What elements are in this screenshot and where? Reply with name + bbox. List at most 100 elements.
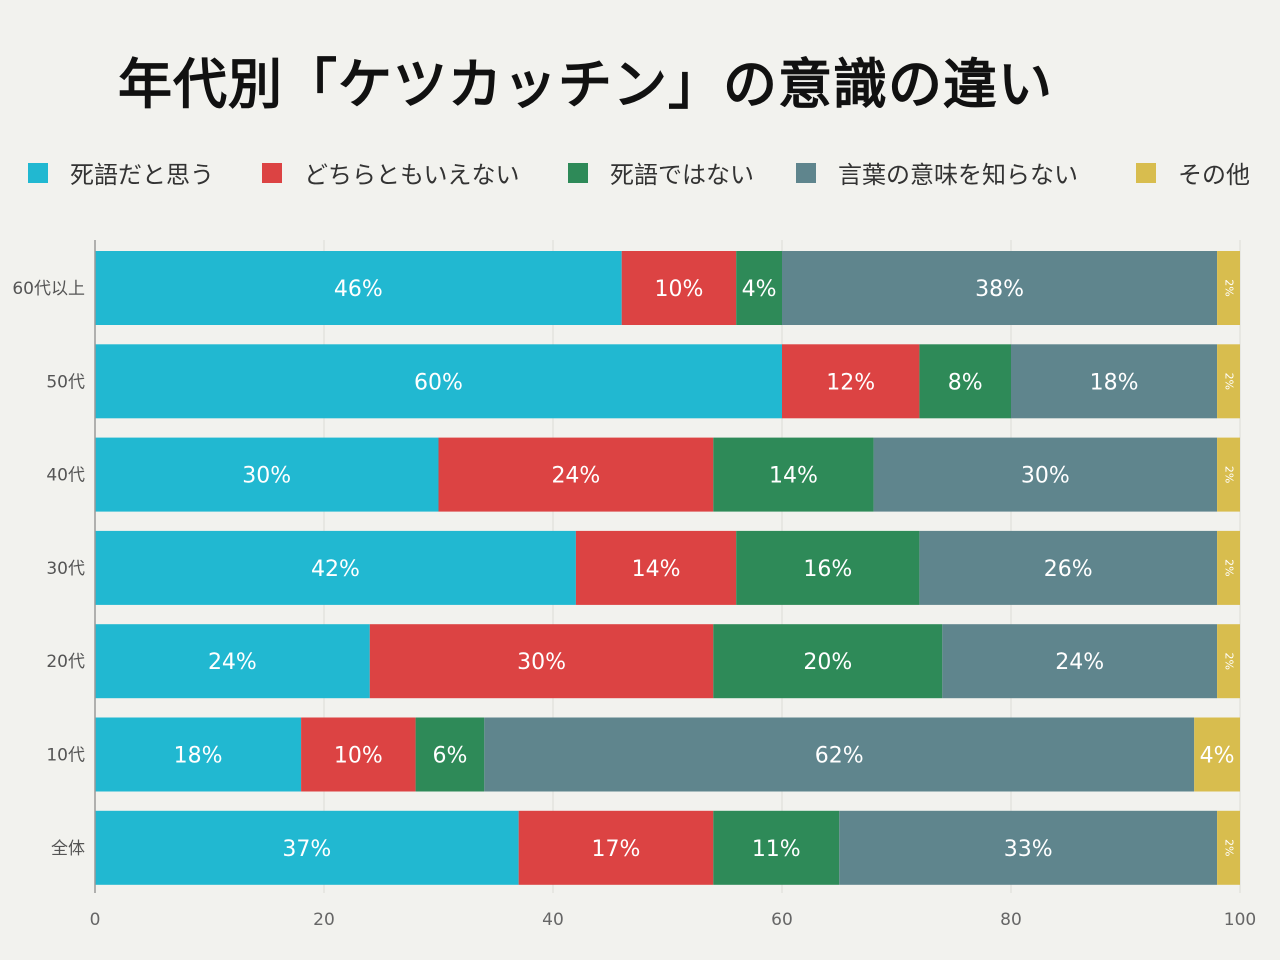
legend: 死語だと思う どちらともいえない 死語ではない 言葉の意味を知らない その他: [0, 155, 1280, 195]
data-label: 2%: [1223, 652, 1236, 669]
bar-segment: [942, 624, 1218, 699]
data-label: 2%: [1223, 839, 1236, 856]
bar-segment: [95, 810, 519, 885]
data-label: 2%: [1223, 373, 1236, 390]
bar-segment: [1194, 717, 1240, 792]
bar-segment: [95, 624, 370, 699]
data-label: 8%: [948, 370, 983, 395]
bar-segment: [736, 251, 782, 325]
data-label: 14%: [769, 464, 818, 489]
row-label: 10代: [46, 746, 85, 766]
bar-segment: [873, 437, 1218, 512]
bar-segment: [1217, 344, 1240, 419]
bar-segment: [95, 717, 302, 792]
x-tick-label: 100: [1224, 910, 1256, 930]
bar-segment: [919, 530, 1218, 605]
bar-segment: [736, 530, 920, 605]
x-tick-label: 80: [1000, 910, 1022, 930]
bar-segment: [95, 251, 622, 325]
data-label: 24%: [1055, 650, 1104, 675]
legend-label: どちらともいえない: [304, 161, 520, 189]
legend-item: その他: [1136, 155, 1250, 190]
data-label: 18%: [174, 744, 223, 769]
bar-segment: [782, 344, 920, 419]
legend-swatch: [796, 162, 816, 183]
legend-swatch: [28, 162, 48, 183]
row-label: 全体: [51, 839, 85, 859]
data-label: 30%: [242, 464, 291, 489]
data-label: 16%: [803, 557, 852, 582]
row-label: 60代以上: [12, 279, 85, 299]
data-label: 17%: [592, 837, 641, 862]
bar-segment: [621, 251, 737, 325]
bar-segment: [575, 530, 737, 605]
legend-swatch: [568, 162, 588, 183]
row-label: 50代: [46, 372, 85, 392]
data-label: 62%: [815, 744, 864, 769]
data-label: 24%: [551, 464, 600, 489]
bar-segment: [1011, 344, 1218, 419]
bar-segment: [438, 437, 714, 512]
data-label: 37%: [282, 837, 331, 862]
data-label: 2%: [1223, 559, 1236, 576]
data-label: 30%: [1021, 464, 1070, 489]
data-label: 20%: [803, 650, 852, 675]
data-label: 4%: [1200, 744, 1235, 769]
bar-segment: [782, 251, 1218, 325]
data-label: 26%: [1044, 557, 1093, 582]
bar-segment: [713, 810, 840, 885]
legend-label: 言葉の意味を知らない: [838, 161, 1078, 189]
row-label: 40代: [46, 466, 85, 486]
legend-swatch: [262, 162, 282, 183]
legend-label: 死語だと思う: [70, 161, 214, 189]
data-label: 30%: [517, 650, 566, 675]
bar-segment: [95, 344, 782, 419]
legend-swatch: [1136, 162, 1156, 183]
data-label: 12%: [826, 370, 875, 395]
data-label: 46%: [334, 277, 383, 302]
bar-segment: [95, 437, 439, 512]
x-tick-label: 20: [313, 910, 335, 930]
bar-segment: [518, 810, 714, 885]
legend-item: 死語ではない: [568, 155, 754, 190]
data-label: 60%: [414, 370, 463, 395]
x-tick-label: 0: [90, 910, 101, 930]
chart-title: 年代別「ケツカッチン」の意識の違い: [118, 53, 1053, 116]
legend-item: 言葉の意味を知らない: [796, 155, 1078, 190]
legend-item: 死語だと思う: [28, 155, 214, 190]
data-label: 14%: [632, 557, 681, 582]
data-label: 2%: [1223, 279, 1236, 296]
legend-item: どちらともいえない: [262, 155, 520, 190]
bar-segment: [1217, 624, 1240, 699]
data-label: 6%: [432, 744, 467, 769]
bar-segment: [713, 624, 943, 699]
x-tick-label: 60: [771, 910, 793, 930]
data-label: 11%: [752, 837, 801, 862]
legend-label: その他: [1178, 161, 1250, 189]
data-label: 4%: [742, 277, 777, 302]
bar-segment: [713, 437, 874, 512]
bar-segment: [301, 717, 416, 792]
legend-label: 死語ではない: [610, 161, 754, 189]
data-label: 10%: [654, 277, 703, 302]
data-label: 42%: [311, 557, 360, 582]
bar-segment: [484, 717, 1195, 792]
x-tick-label: 40: [542, 910, 564, 930]
bar-segment: [1217, 810, 1240, 885]
bar-segment: [839, 810, 1218, 885]
bar-segment: [1217, 530, 1240, 605]
bar-segment: [1217, 437, 1240, 512]
bar-segment: [1217, 251, 1240, 325]
bar-segment: [919, 344, 1011, 419]
row-label: 30代: [46, 559, 85, 579]
bar-segment: [95, 530, 576, 605]
data-label: 38%: [975, 277, 1024, 302]
data-label: 33%: [1004, 837, 1053, 862]
bar-segment: [415, 717, 485, 792]
data-label: 24%: [208, 650, 257, 675]
data-label: 2%: [1223, 466, 1236, 483]
data-label: 10%: [334, 744, 383, 769]
row-label: 20代: [46, 652, 85, 672]
bar-segment: [369, 624, 714, 699]
